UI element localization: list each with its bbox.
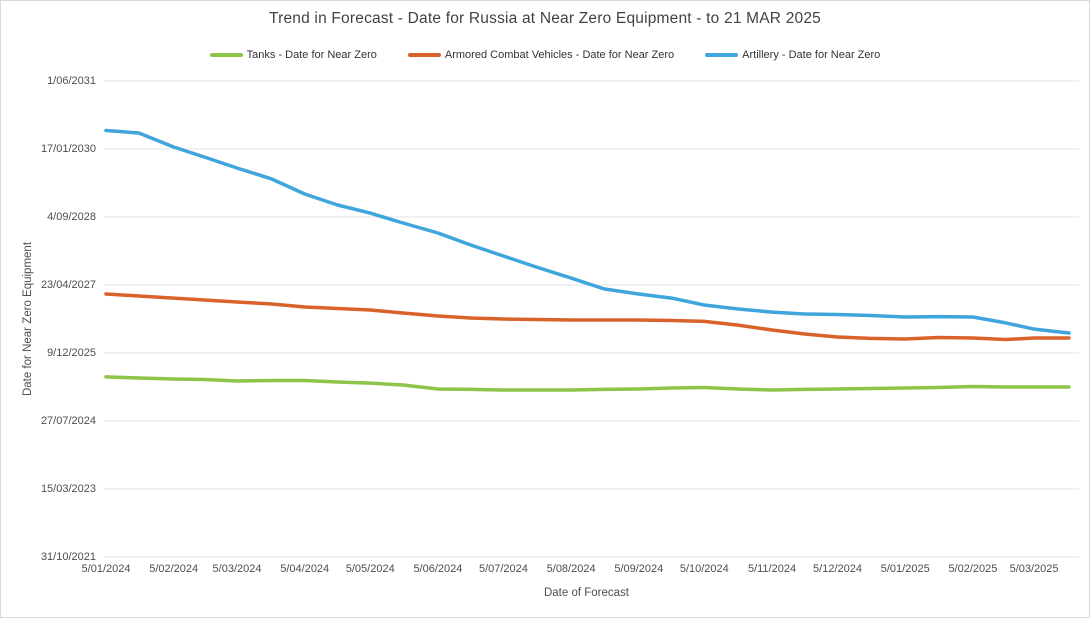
y-axis-title: Date for Near Zero Equipment [22, 241, 34, 397]
y-tick-label: 23/04/2027 [40, 279, 96, 291]
series-line-tanks[interactable] [104, 375, 1071, 392]
y-tick-label: 31/10/2021 [40, 551, 96, 563]
y-tick-label: 17/01/2030 [40, 143, 96, 155]
series-line-artillery[interactable] [104, 128, 1071, 335]
x-tick-label: 5/01/2024 [81, 563, 131, 575]
armored-combat-vehicles-line-swatch-icon [407, 53, 441, 57]
x-tick-label: 5/06/2024 [413, 563, 463, 575]
x-tick-label: 5/02/2024 [149, 563, 199, 575]
y-tick-label: 27/07/2024 [40, 415, 96, 427]
chart-title: Trend in Forecast - Date for Russia at N… [269, 10, 821, 27]
x-tick-label: 5/05/2024 [345, 563, 395, 575]
tanks-line-swatch-icon [209, 53, 243, 57]
y-tick-label: 9/12/2025 [47, 347, 96, 359]
x-tick-label: 5/09/2024 [614, 563, 664, 575]
x-tick-label: 5/04/2024 [280, 563, 330, 575]
x-tick-label: 5/08/2024 [546, 563, 596, 575]
x-tick-label: 5/02/2025 [948, 563, 998, 575]
artillery-line-swatch-icon [705, 53, 739, 57]
y-tick-label: 4/09/2028 [47, 211, 96, 223]
x-tick-label: 5/10/2024 [679, 563, 729, 575]
x-tick-label: 5/11/2024 [747, 563, 797, 575]
x-tick-label: 5/07/2024 [478, 563, 528, 575]
legend-label: Armored Combat Vehicles - Date for Near … [444, 49, 675, 61]
y-tick-label: 15/03/2023 [40, 483, 96, 495]
x-tick-label: 5/03/2024 [212, 563, 262, 575]
legend-item-artillery[interactable]: Artillery - Date for Near Zero [705, 49, 880, 61]
legend-item-tanks[interactable]: Tanks - Date for Near Zero [209, 49, 377, 61]
x-tick-label: 5/12/2024 [813, 563, 862, 575]
x-tick-label: 5/03/2025 [1009, 563, 1059, 575]
series-line-armored-combat-vehicles[interactable] [104, 292, 1071, 342]
x-axis-title: Date of Forecast [543, 587, 629, 599]
legend-label: Tanks - Date for Near Zero [246, 49, 377, 61]
legend-label: Artillery - Date for Near Zero [742, 49, 881, 61]
y-tick-label: 1/06/2031 [47, 75, 96, 87]
legend: Tanks - Date for Near Zero Armored Comba… [1, 49, 1089, 61]
legend-item-armored-combat-vehicles[interactable]: Armored Combat Vehicles - Date for Near … [407, 49, 675, 61]
x-tick-label: 5/01/2025 [880, 563, 930, 575]
